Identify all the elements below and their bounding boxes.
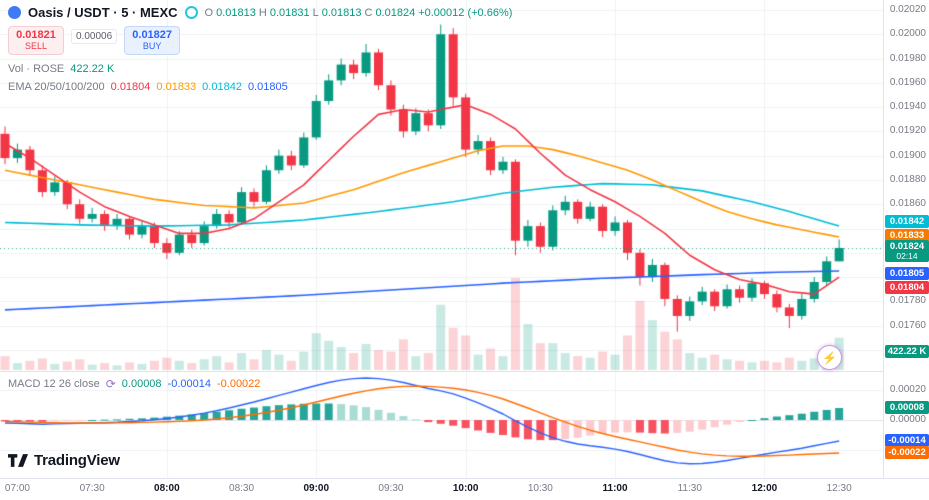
price-axis-label: 0.01920 (889, 125, 926, 137)
low-value: 0.01813 (321, 6, 362, 19)
open-label: O (204, 6, 214, 19)
high-value: 0.01831 (269, 6, 310, 19)
time-axis-label: 11:30 (677, 483, 702, 494)
price-axis-badge: 0.01833 (885, 229, 929, 242)
price-axis-badge: 0.01804 (885, 281, 929, 294)
price-axis-badge: 0.01824 02:14 (885, 240, 929, 262)
macd-axis-badge: 0.00008 (885, 401, 929, 414)
price-axis-label: 0.01980 (889, 52, 926, 64)
ema50-value: 0.01833 (156, 81, 197, 93)
price-axis-badge: 422.22 K (885, 345, 929, 358)
time-axis-label: 12:30 (826, 483, 852, 494)
time-axis-label: 08:00 (154, 483, 180, 494)
high-label: H (258, 6, 267, 19)
price-axis-label: 0.02020 (889, 3, 926, 15)
price-chart-canvas[interactable] (0, 0, 883, 372)
buy-price: 0.01827 (132, 29, 173, 41)
time-axis-label: 09:00 (303, 483, 330, 494)
close-label: C (364, 6, 373, 19)
time-axis-label: 08:30 (229, 483, 255, 494)
time-axis[interactable]: 07:00 07:30 08:00 08:30 09:00 09:30 10:00 10:30… (0, 478, 929, 500)
low-label: L (312, 6, 319, 19)
time-axis-label: 11:00 (602, 483, 628, 494)
tradingview-logo[interactable]: TradingView (8, 452, 120, 469)
macd-axis-label: 0.00000 (889, 414, 926, 425)
price-axis-badge: 0.01805 (885, 267, 929, 280)
volume-legend[interactable]: Vol · ROSE 422.22 K (8, 63, 114, 75)
price-axis-label: 0.01760 (889, 319, 926, 331)
time-axis-label: 10:30 (527, 483, 553, 494)
ema200-value: 0.01805 (247, 81, 288, 93)
price-axis-label: 0.01880 (889, 173, 926, 185)
macd-signal-value: -0.00022 (216, 378, 261, 390)
macd-pane-canvas[interactable] (0, 372, 883, 478)
price-axis-label: 0.01780 (889, 295, 926, 307)
close-value: 0.01824 (375, 6, 416, 19)
macd-legend[interactable]: MACD 12 26 close ⟳ 0.00008 -0.00014 -0.0… (8, 377, 260, 391)
tradingview-logo-icon (8, 454, 28, 467)
ema20-value: 0.01804 (110, 81, 151, 93)
price-axis-label: 0.01960 (889, 76, 926, 88)
change-value: +0.00012 (+0.66%) (418, 6, 513, 19)
macd-hist-value: 0.00008 (121, 378, 162, 390)
sell-label: SELL (24, 41, 48, 51)
macd-axis-label: 0.00020 (889, 384, 926, 395)
market-status-dot-icon (184, 6, 198, 19)
trade-widget: 0.01821 SELL 0.00006 0.01827 BUY (8, 26, 181, 55)
ema100-value: 0.01842 (202, 81, 242, 93)
quick-trade-lightning-button[interactable]: ⚡ (817, 345, 842, 370)
ema-legend-label: EMA 20/50/100/200 (8, 81, 105, 93)
sell-price: 0.01821 (16, 29, 56, 41)
macd-line-value: -0.00014 (167, 378, 211, 390)
pane-divider (0, 371, 929, 372)
symbol-title[interactable]: Oasis / USDT · 5 · MEXC (28, 5, 178, 20)
sell-button[interactable]: 0.01821 SELL (8, 26, 64, 55)
macd-axis-badge: -0.00022 (885, 446, 929, 459)
tradingview-logo-text: TradingView (34, 452, 120, 469)
volume-legend-value: 422.22 K (70, 63, 115, 75)
buy-button[interactable]: 0.01827 BUY (124, 26, 181, 55)
price-axis[interactable]: 0.02020 0.02000 0.01980 0.01960 0.01940 0.019… (883, 0, 929, 478)
macd-legend-label: MACD 12 26 close (8, 378, 100, 390)
price-axis-label: 0.01900 (889, 149, 926, 161)
candle-countdown: 02:14 (896, 251, 918, 261)
time-axis-label: 07:00 (4, 483, 30, 494)
time-axis-label: 07:30 (79, 483, 105, 494)
macd-settings-icon[interactable]: ⟳ (105, 377, 116, 391)
macd-axis-badge: -0.00014 (885, 434, 929, 447)
open-value: 0.01813 (216, 6, 256, 19)
time-axis-label: 10:00 (452, 483, 479, 494)
token-logo-icon (8, 6, 21, 19)
ohlc-values: O 0.01813 H 0.01831 L 0.01813 C 0.01824 +0.0… (205, 7, 513, 19)
price-axis-label: 0.01940 (889, 101, 926, 113)
price-axis-label: 0.01860 (889, 198, 926, 210)
time-axis-label: 12:00 (751, 483, 778, 494)
time-axis-label: 09:30 (378, 483, 404, 494)
price-axis-badge: 0.01842 (885, 215, 929, 228)
symbol-header: Oasis / USDT · 5 · MEXC O 0.01813 H 0.0183… (8, 5, 512, 20)
price-axis-label: 0.02000 (889, 28, 926, 40)
spread-value: 0.00006 (71, 29, 118, 44)
ema-legend[interactable]: EMA 20/50/100/200 0.01804 0.01833 0.0184… (8, 81, 288, 93)
buy-label: BUY (142, 41, 162, 51)
volume-legend-label: Vol · ROSE (8, 63, 65, 75)
